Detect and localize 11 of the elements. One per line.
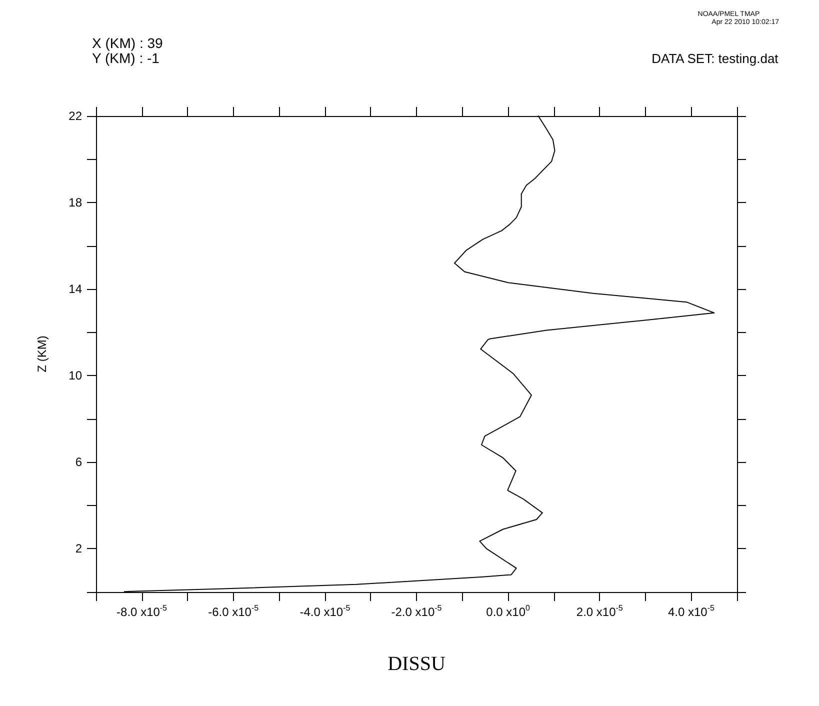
y-tick-label: 18 [68,196,82,210]
y-tick-label: 14 [68,282,82,296]
y-tick-label: 22 [68,109,82,123]
text: X (KM) : 39 [92,35,164,51]
y-axis-title: Z (KM) [35,336,49,372]
x-axis-title: DISSU [388,653,446,675]
text: DATA SET: testing.dat [652,51,779,66]
y-tick-label: 10 [68,368,82,383]
text: Y (KM) : -1 [92,50,160,66]
y-tick-label: 2 [75,542,82,556]
y-tick-label: 6 [75,455,82,470]
